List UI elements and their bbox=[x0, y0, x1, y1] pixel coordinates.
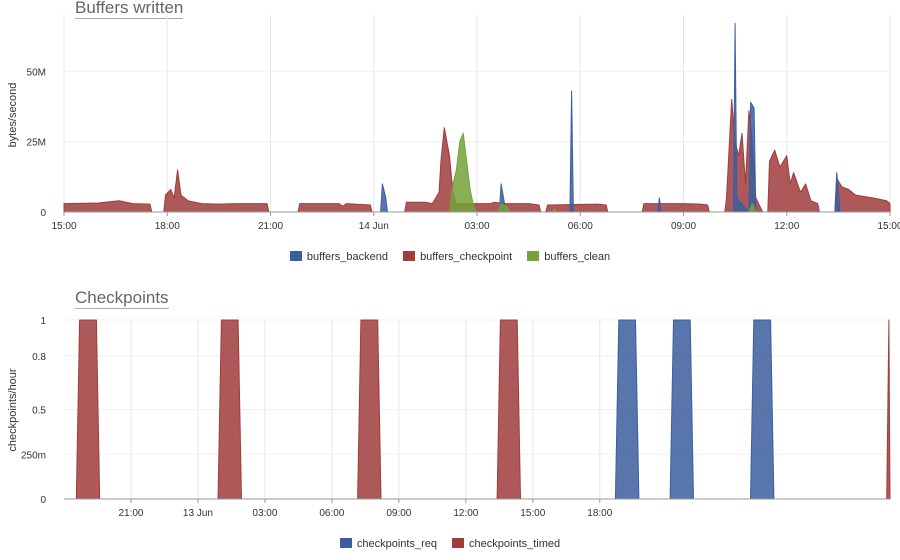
x-tick-label: 13 Jun bbox=[183, 508, 213, 519]
y-tick-label: 0 bbox=[40, 208, 46, 219]
checkpoints-chart: 21:00 13 Jun 03:00 06:00 09:00 12:00 15:00 18:0… bbox=[7, 316, 891, 519]
y-tick-label: 250m bbox=[21, 450, 46, 461]
legend-item-checkpoints-req[interactable]: checkpoints_req bbox=[339, 538, 437, 550]
legend-label: checkpoints_req bbox=[356, 538, 437, 550]
x-tick-label: 15:00 bbox=[51, 221, 76, 232]
chart-title: Checkpoints bbox=[75, 288, 169, 309]
legend-swatch bbox=[527, 251, 540, 261]
series-area-buffers-checkpoint bbox=[63, 98, 891, 213]
legend-label: buffers_checkpoint bbox=[420, 251, 513, 263]
x-tick-label: 15:00 bbox=[877, 221, 900, 232]
x-tick-label: 12:00 bbox=[774, 221, 799, 232]
legend-swatch bbox=[339, 538, 352, 548]
series-area-checkpoints-req bbox=[614, 319, 775, 500]
series-area-buffers-clean bbox=[63, 132, 891, 213]
y-tick-label: 0.8 bbox=[32, 352, 46, 363]
y-tick-label: 1 bbox=[40, 316, 46, 327]
legend-swatch bbox=[452, 538, 465, 548]
y-tick-label: 50M bbox=[27, 67, 46, 78]
x-tick-label: 15:00 bbox=[520, 508, 545, 519]
legend-label: checkpoints_timed bbox=[469, 538, 561, 550]
x-tick-label: 06:00 bbox=[568, 221, 593, 232]
chart-legend: checkpoints_req checkpoints_timed bbox=[0, 538, 900, 550]
x-tick-label: 09:00 bbox=[671, 221, 696, 232]
x-tick-label: 14 Jun bbox=[359, 221, 389, 232]
y-tick-label: 0.5 bbox=[32, 406, 46, 417]
chart-legend: buffers_backend buffers_checkpoint buffe… bbox=[0, 251, 900, 263]
legend-item-buffers-clean[interactable]: buffers_clean bbox=[527, 251, 610, 263]
legend-item-checkpoints-timed[interactable]: checkpoints_timed bbox=[452, 538, 560, 550]
x-tick-label: 06:00 bbox=[319, 508, 344, 519]
legend-swatch bbox=[403, 251, 416, 261]
y-axis-label: checkpoints/hour bbox=[7, 368, 19, 451]
x-tick-label: 21:00 bbox=[118, 508, 143, 519]
chart-title: Buffers written bbox=[75, 0, 184, 19]
x-tick-label: 03:00 bbox=[464, 221, 489, 232]
legend-item-buffers-backend[interactable]: buffers_backend bbox=[289, 251, 388, 263]
x-tick-label: 09:00 bbox=[386, 508, 411, 519]
y-tick-label: 0 bbox=[40, 495, 46, 506]
x-tick-label: 03:00 bbox=[252, 508, 277, 519]
legend-label: buffers_backend bbox=[306, 251, 388, 263]
buffers-written-chart: 15:00 18:00 21:00 14 Jun 03:00 06:00 09:00 12:0… bbox=[7, 15, 900, 232]
x-tick-label: 21:00 bbox=[258, 221, 283, 232]
y-tick-label: 25M bbox=[27, 138, 46, 149]
x-tick-label: 18:00 bbox=[587, 508, 612, 519]
x-tick-label: 18:00 bbox=[155, 221, 180, 232]
x-tick-label: 12:00 bbox=[453, 508, 478, 519]
y-axis-label: bytes/second bbox=[7, 83, 19, 148]
legend-label: buffers_clean bbox=[544, 251, 611, 263]
legend-item-buffers-checkpoint[interactable]: buffers_checkpoint bbox=[403, 251, 512, 263]
legend-swatch bbox=[289, 251, 302, 261]
